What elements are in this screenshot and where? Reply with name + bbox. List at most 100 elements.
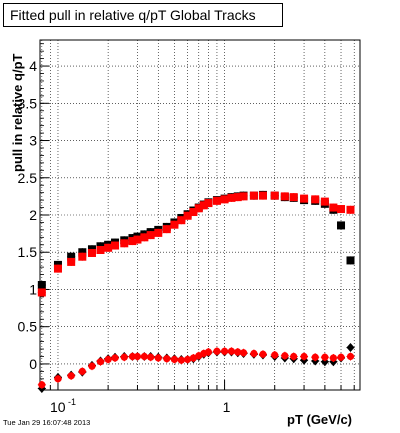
data-point bbox=[37, 288, 46, 297]
data-point bbox=[320, 197, 329, 206]
data-point bbox=[183, 211, 192, 220]
data-point bbox=[177, 356, 185, 364]
data-point bbox=[234, 348, 242, 356]
y-tick-label: 3 bbox=[29, 133, 37, 149]
tick-labels: 0 0.5 1 1.5 2 2.5 3 3.5 4 10 -1 1 bbox=[18, 58, 231, 415]
series-3 bbox=[37, 347, 355, 389]
data-point bbox=[78, 367, 86, 375]
data-point bbox=[170, 220, 179, 229]
data-point bbox=[300, 194, 309, 203]
data-point bbox=[220, 195, 229, 204]
data-point bbox=[96, 358, 105, 366]
date-stamp: Tue Jan 29 16:07:48 2013 bbox=[3, 418, 91, 427]
x-tick-label-exponent: -1 bbox=[68, 397, 76, 407]
data-point bbox=[128, 352, 137, 361]
data-point bbox=[128, 237, 137, 246]
data-point bbox=[204, 199, 213, 208]
data-point bbox=[281, 352, 289, 360]
series-1 bbox=[37, 191, 355, 297]
data-point bbox=[212, 196, 221, 205]
data-point bbox=[120, 353, 128, 361]
data-point bbox=[239, 192, 248, 201]
data-point bbox=[271, 351, 279, 359]
data-point bbox=[346, 352, 355, 361]
data-point bbox=[78, 248, 87, 257]
data-point bbox=[67, 257, 76, 266]
data-point bbox=[337, 205, 346, 214]
data-point bbox=[227, 193, 236, 202]
data-point bbox=[289, 193, 298, 202]
grid-lines bbox=[40, 40, 360, 390]
data-point bbox=[140, 352, 148, 361]
data-point bbox=[337, 221, 346, 230]
data-point bbox=[88, 362, 96, 370]
data-point bbox=[311, 353, 319, 361]
y-tick-label: 0.5 bbox=[18, 319, 38, 335]
y-axis-label: pull in relative q/pT bbox=[10, 53, 25, 172]
data-point bbox=[154, 228, 163, 237]
data-point bbox=[162, 225, 171, 234]
data-point bbox=[250, 349, 258, 358]
data-point bbox=[140, 233, 149, 242]
data-point bbox=[154, 354, 162, 362]
data-point bbox=[163, 355, 171, 363]
data-point bbox=[38, 381, 46, 389]
data-point bbox=[37, 281, 46, 289]
data-point bbox=[78, 252, 87, 261]
x-tick-label: 1 bbox=[223, 399, 231, 415]
data-point bbox=[346, 256, 355, 265]
y-tick-label: 1 bbox=[29, 281, 37, 297]
data-point bbox=[96, 246, 105, 254]
data-point bbox=[337, 353, 345, 361]
data-point bbox=[87, 248, 96, 257]
data-point bbox=[146, 231, 155, 240]
data-point bbox=[67, 252, 76, 261]
data-point bbox=[120, 239, 129, 248]
data-point bbox=[147, 353, 155, 361]
data-point bbox=[239, 349, 248, 357]
data-point bbox=[233, 193, 242, 202]
data-point bbox=[227, 347, 236, 355]
data-point bbox=[177, 216, 186, 225]
data-point bbox=[133, 235, 142, 244]
data-point bbox=[270, 191, 279, 200]
data-point bbox=[290, 352, 298, 361]
data-point bbox=[346, 343, 355, 353]
y-tick-label: 2 bbox=[29, 207, 37, 223]
data-point bbox=[311, 195, 320, 204]
y-tick-label: 3.5 bbox=[18, 95, 38, 111]
y-tick-label: 4 bbox=[29, 58, 37, 74]
x-tick-label: 10 bbox=[50, 399, 66, 415]
data-point bbox=[329, 354, 337, 362]
data-point bbox=[259, 350, 267, 358]
data-point bbox=[249, 191, 258, 200]
y-tick-label: 1.5 bbox=[18, 244, 38, 260]
data-point bbox=[213, 347, 221, 355]
data-point bbox=[53, 264, 62, 273]
data-point bbox=[54, 375, 62, 383]
data-point bbox=[67, 372, 75, 380]
data-point bbox=[189, 208, 198, 217]
y-tick-label: 2.5 bbox=[18, 170, 38, 186]
data-point bbox=[220, 347, 229, 355]
data-point bbox=[104, 243, 113, 252]
data-point bbox=[194, 204, 203, 213]
data-point bbox=[329, 203, 338, 212]
x-axis-label: pT (GeV/c) bbox=[287, 412, 353, 427]
data-point bbox=[346, 205, 355, 214]
data-point bbox=[111, 354, 119, 362]
data-point bbox=[321, 353, 329, 361]
data-point bbox=[170, 355, 179, 364]
data-point bbox=[104, 355, 112, 364]
data-point bbox=[300, 352, 308, 361]
data-point bbox=[280, 192, 289, 201]
data-point bbox=[111, 241, 120, 250]
axis-ticks bbox=[40, 43, 355, 390]
data-point bbox=[258, 191, 267, 200]
series-2 bbox=[37, 343, 355, 394]
data-point bbox=[199, 201, 208, 210]
chart-title: Fitted pull in relative q/pT Global Trac… bbox=[3, 3, 283, 27]
data-point bbox=[204, 348, 213, 356]
y-tick-label: 0 bbox=[29, 356, 37, 372]
